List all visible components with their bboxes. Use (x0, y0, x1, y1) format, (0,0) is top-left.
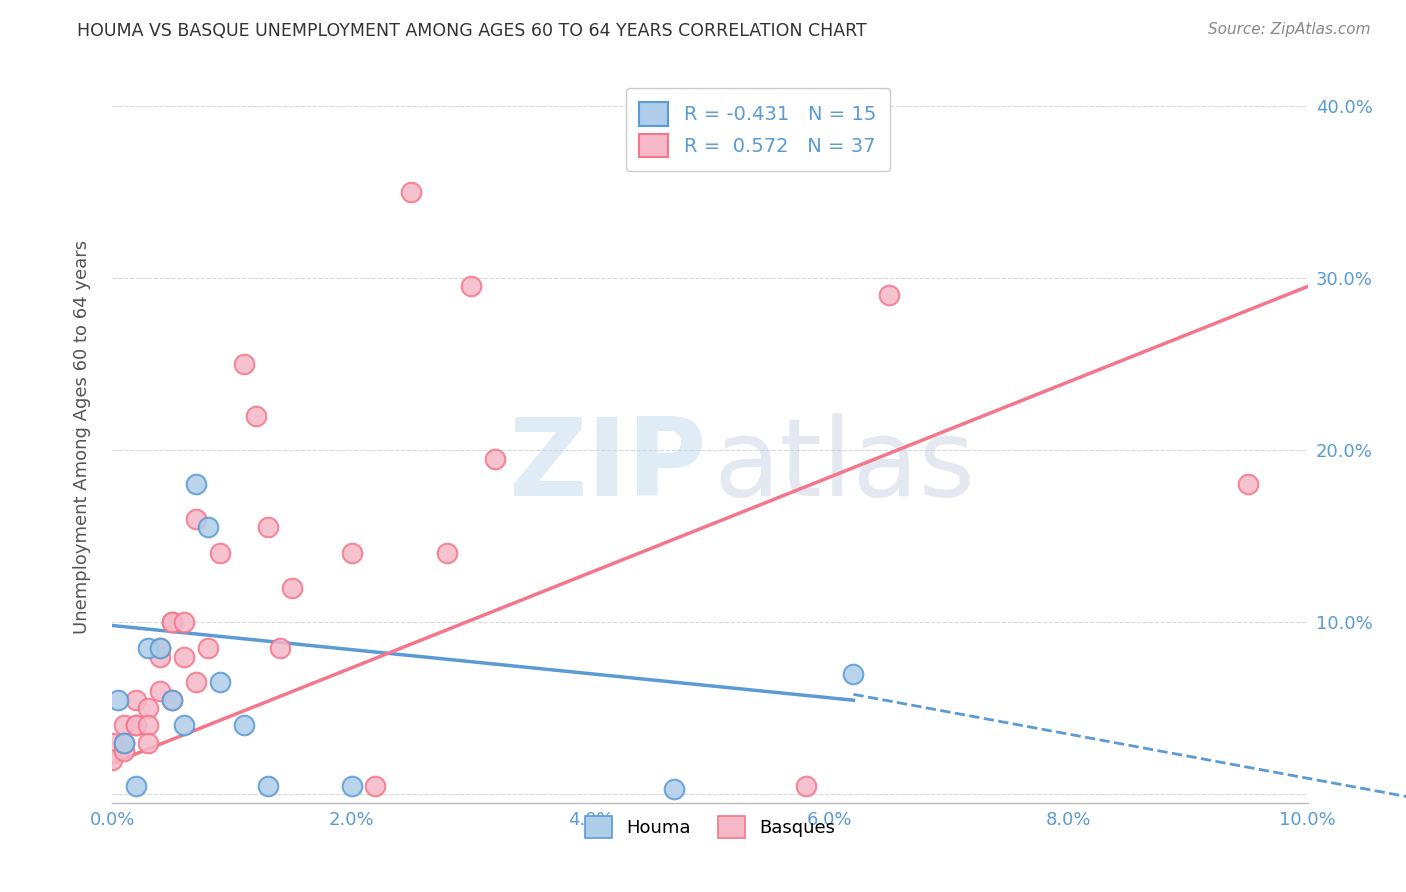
Y-axis label: Unemployment Among Ages 60 to 64 years: Unemployment Among Ages 60 to 64 years (73, 240, 91, 634)
Point (162, 692, 183, 706)
Point (138, 701, 160, 715)
Text: Source: ZipAtlas.com: Source: ZipAtlas.com (1208, 22, 1371, 37)
Point (149, 649, 172, 664)
Point (245, 409, 267, 423)
Point (125, 718, 148, 732)
Point (125, 692, 148, 706)
Point (269, 640, 291, 655)
Point (209, 546, 232, 560)
Point (138, 640, 160, 655)
Point (401, 185, 423, 199)
Point (197, 640, 219, 655)
Point (233, 357, 256, 371)
Point (460, 279, 482, 293)
Point (149, 640, 172, 655)
Point (173, 615, 195, 629)
Point (125, 718, 148, 732)
Point (114, 735, 135, 749)
Legend: Houma, Basques: Houma, Basques (578, 808, 842, 845)
Point (197, 520, 219, 534)
Point (138, 735, 160, 749)
Point (340, 779, 363, 793)
Point (101, 735, 124, 749)
Text: ZIP: ZIP (508, 413, 706, 519)
Point (879, 288, 901, 302)
Point (173, 718, 195, 732)
Text: atlas: atlas (714, 413, 976, 519)
Point (794, 779, 817, 793)
Point (149, 640, 172, 655)
Point (340, 546, 363, 560)
Point (114, 744, 135, 758)
Point (138, 718, 160, 732)
Point (107, 692, 129, 706)
Point (664, 782, 686, 797)
Point (162, 692, 183, 706)
Point (364, 779, 387, 793)
Point (162, 615, 183, 629)
Point (842, 666, 865, 681)
Point (186, 477, 208, 491)
Point (186, 512, 208, 526)
Point (209, 675, 232, 690)
Point (162, 615, 183, 629)
Point (125, 779, 148, 793)
Point (101, 753, 124, 767)
Point (186, 675, 208, 690)
Point (114, 718, 135, 732)
Point (173, 649, 195, 664)
Point (233, 718, 256, 732)
Point (257, 779, 280, 793)
Point (149, 684, 172, 698)
Point (436, 546, 458, 560)
Point (257, 520, 280, 534)
Point (281, 581, 304, 595)
Point (1237, 477, 1260, 491)
Text: HOUMA VS BASQUE UNEMPLOYMENT AMONG AGES 60 TO 64 YEARS CORRELATION CHART: HOUMA VS BASQUE UNEMPLOYMENT AMONG AGES … (77, 22, 868, 40)
Point (114, 735, 135, 749)
Point (484, 451, 506, 466)
